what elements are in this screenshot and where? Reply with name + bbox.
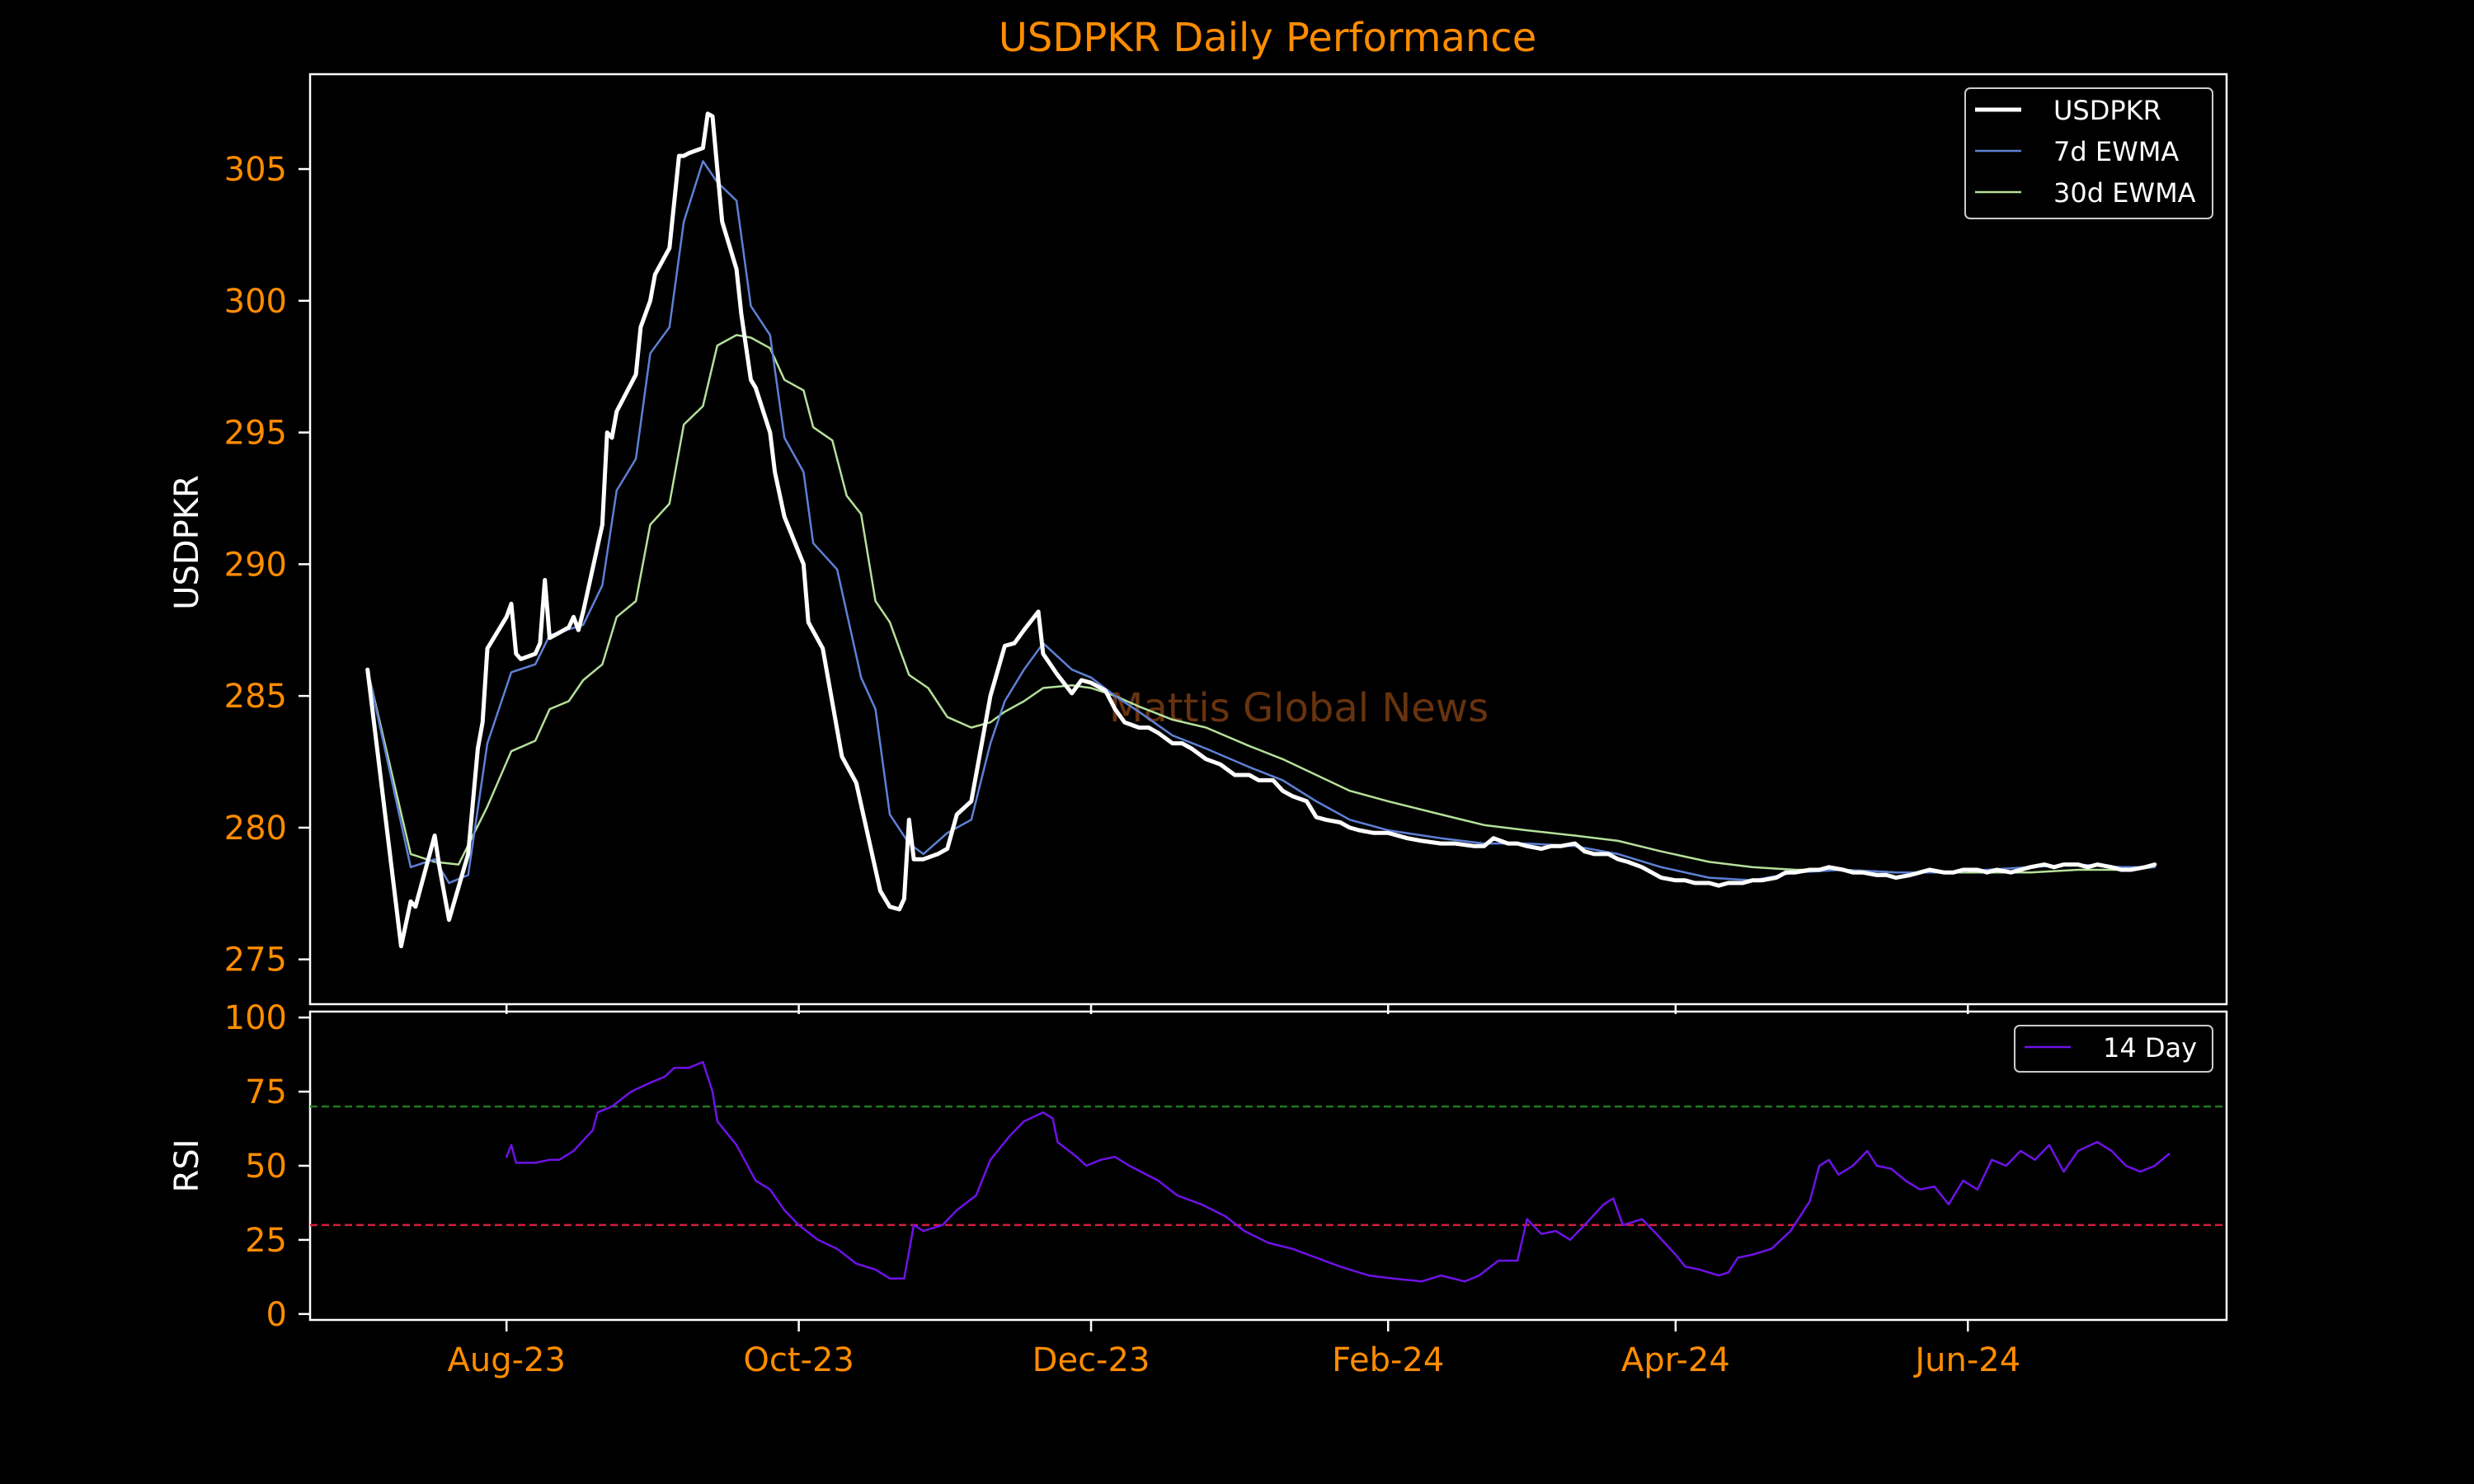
legend-label-usdpkr: USDPKR <box>2053 95 2161 126</box>
price-legend: USDPKR 7d EWMA 30d EWMA <box>1964 87 2213 219</box>
x-tick-label: Oct-23 <box>743 1341 854 1379</box>
legend-label-30d-ewma: 30d EWMA <box>2053 177 2196 209</box>
price-legend-box <box>1964 87 2213 219</box>
rsi-threshold-lines <box>310 1105 2227 1227</box>
series-line-7d-ewma <box>366 160 2157 885</box>
price-y-axis-label: USDPKR <box>168 475 206 610</box>
price-y-tick-label: 275 <box>224 942 287 979</box>
series-line-30d-ewma <box>366 334 2157 874</box>
rsi-y-tick-label: 25 <box>245 1222 287 1260</box>
x-tick-label: Aug-23 <box>447 1341 565 1379</box>
rsi-y-tick-label: 50 <box>245 1148 287 1186</box>
price-y-tick-label: 300 <box>224 283 287 321</box>
price-panel: 275 280 285 290 295 300 305 USDPKR Mattis Glob… <box>168 73 2228 1006</box>
price-y-tick-label: 305 <box>224 151 287 189</box>
price-series-group <box>365 111 2157 949</box>
rsi-y-tick-label: 75 <box>245 1073 287 1111</box>
rsi-legend-box <box>2014 1025 2213 1073</box>
shared-x-axis: Aug-23 Oct-23 Dec-23 Feb-24 Apr-24 Jun-24 <box>447 1004 2020 1379</box>
x-tick-label: Jun-24 <box>1912 1341 2020 1379</box>
series-line-14-day <box>505 1060 2171 1283</box>
chart-title: USDPKR Daily Performance <box>999 15 1536 61</box>
price-plot-area <box>308 73 2228 1006</box>
legend-label-14-day: 14 Day <box>2103 1032 2197 1064</box>
rsi-y-tick-label: 0 <box>266 1296 287 1334</box>
price-y-axis: 275 280 285 290 295 300 305 <box>224 151 310 979</box>
x-tick-label: Dec-23 <box>1032 1341 1150 1379</box>
price-y-tick-label: 280 <box>224 810 287 848</box>
legend-label-7d-ewma: 7d EWMA <box>2053 136 2179 167</box>
rsi-panel: 0 25 50 75 100 RSI 14 Day <box>168 999 2228 1334</box>
price-y-tick-label: 295 <box>224 415 287 453</box>
rsi-y-axis: 0 25 50 75 100 <box>224 999 310 1334</box>
rsi-legend: 14 Day <box>2014 1025 2213 1073</box>
x-tick-label: Feb-24 <box>1332 1341 1444 1379</box>
rsi-y-axis-label: RSI <box>168 1139 206 1193</box>
rsi-y-tick-label: 100 <box>224 999 287 1037</box>
price-y-tick-label: 285 <box>224 678 287 716</box>
price-y-tick-label: 290 <box>224 546 287 584</box>
watermark: Mattis Global News <box>1109 685 1489 731</box>
series-line-usdpkr <box>365 111 2157 949</box>
rsi-series-group <box>505 1060 2171 1283</box>
x-tick-label: Apr-24 <box>1621 1341 1730 1379</box>
rsi-plot-area <box>308 1010 2228 1322</box>
